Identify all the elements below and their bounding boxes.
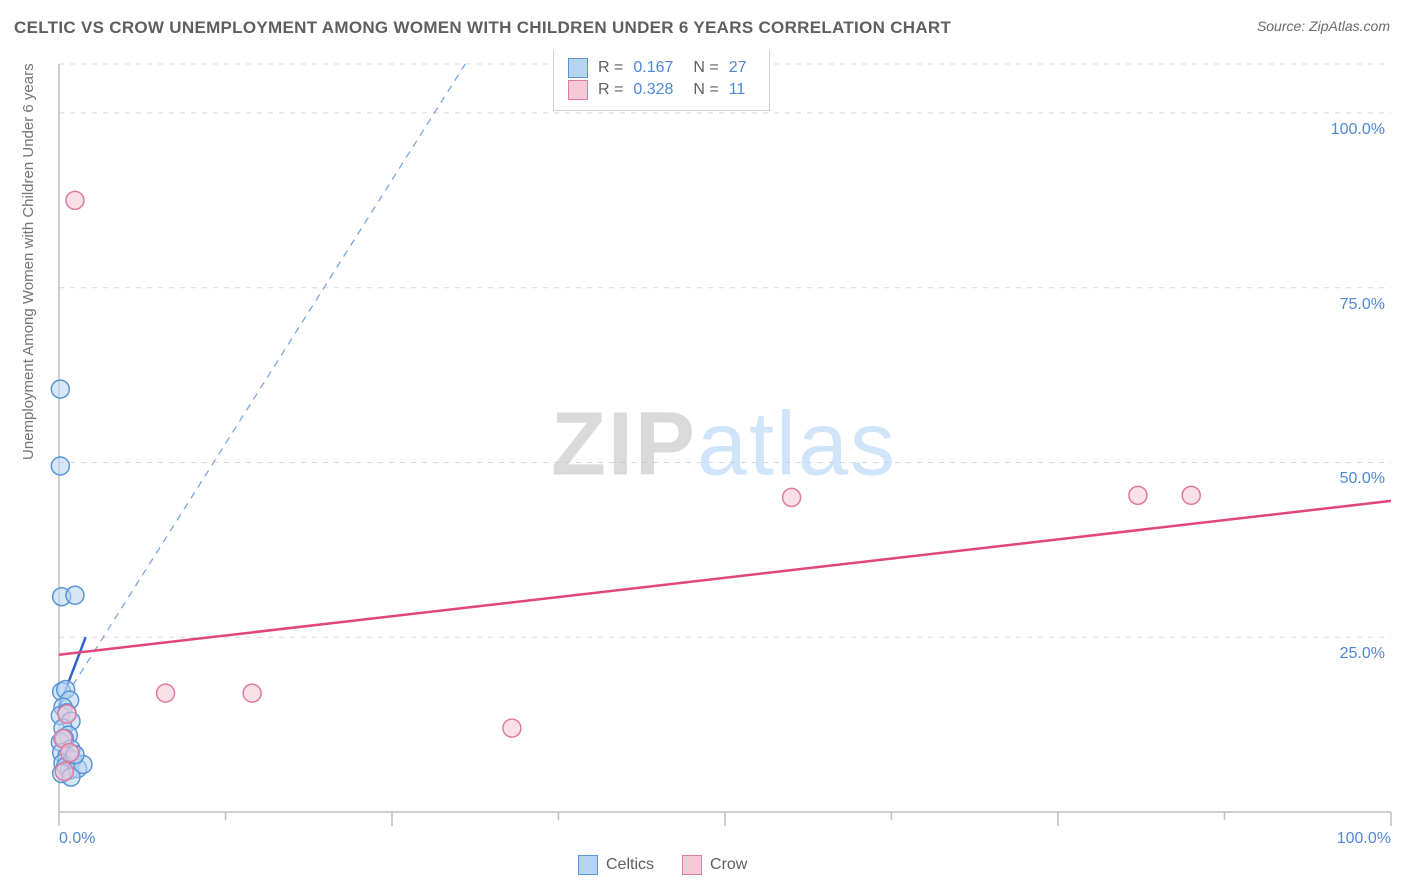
n-label: N = — [693, 81, 718, 99]
legend-swatch — [578, 855, 598, 875]
legend-item: Celtics — [578, 855, 654, 875]
series-legend: Celtics Crow — [578, 855, 747, 875]
correlation-stats-box: R = 0.167 N = 27 R = 0.328 N = 11 — [553, 50, 770, 111]
chart-title: CELTIC VS CROW UNEMPLOYMENT AMONG WOMEN … — [14, 18, 951, 38]
n-value: 27 — [729, 59, 755, 77]
n-label: N = — [693, 59, 718, 77]
y-tick-label: 25.0% — [1340, 645, 1385, 663]
legend-label: Celtics — [606, 856, 654, 874]
stats-row: R = 0.167 N = 27 — [568, 58, 755, 78]
r-value: 0.167 — [633, 59, 683, 77]
stats-row: R = 0.328 N = 11 — [568, 80, 755, 100]
series-swatch — [568, 58, 588, 78]
y-tick-label: 100.0% — [1331, 121, 1385, 139]
source-attribution: Source: ZipAtlas.com — [1257, 18, 1390, 34]
y-axis-label: Unemployment Among Women with Children U… — [20, 63, 37, 460]
series-swatch — [568, 80, 588, 100]
source-name: ZipAtlas.com — [1309, 18, 1390, 34]
y-tick-label: 50.0% — [1340, 470, 1385, 488]
scatter-chart-svg — [50, 50, 1398, 840]
x-tick-label: 100.0% — [1337, 830, 1391, 848]
y-tick-label: 75.0% — [1340, 296, 1385, 314]
r-value: 0.328 — [633, 81, 683, 99]
r-label: R = — [598, 59, 623, 77]
plot-area: ZIPatlas 25.0%50.0%75.0%100.0%0.0%100.0% — [50, 50, 1398, 840]
r-label: R = — [598, 81, 623, 99]
legend-label: Crow — [710, 856, 747, 874]
n-value: 11 — [729, 81, 755, 99]
x-tick-label: 0.0% — [59, 830, 95, 848]
legend-item: Crow — [682, 855, 747, 875]
legend-swatch — [682, 855, 702, 875]
source-label: Source: — [1257, 18, 1305, 34]
